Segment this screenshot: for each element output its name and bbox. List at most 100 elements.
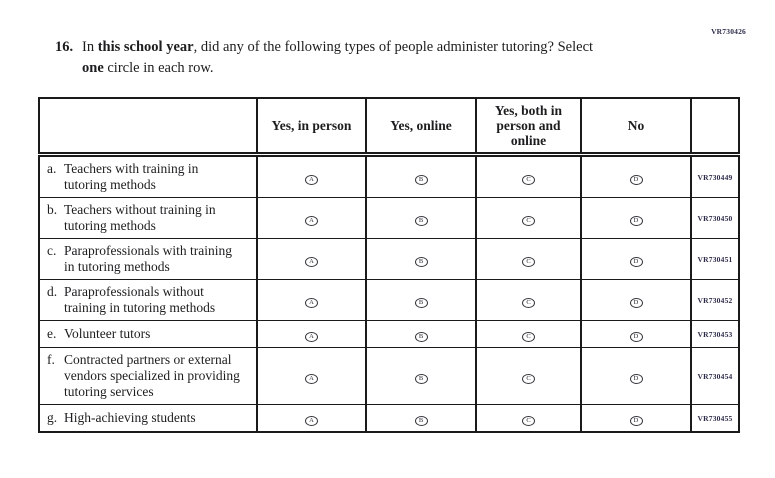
answer-bubble-d[interactable]: D (629, 332, 643, 343)
answer-bubble-a[interactable]: A (305, 216, 318, 227)
row-label-column-header (38, 98, 258, 157)
row-code: VR730450 (690, 197, 740, 239)
option-cell: D (580, 347, 692, 405)
option-cell: A (256, 197, 367, 239)
option-cell: B (365, 320, 477, 348)
answer-bubble-d[interactable]: D (629, 374, 643, 385)
answer-bubble-a[interactable]: A (305, 416, 318, 427)
option-cell: B (365, 279, 477, 321)
option-cell: D (580, 320, 692, 348)
question-text-segment: this school year (97, 39, 194, 55)
option-cell: A (256, 320, 367, 348)
row-letter: g. (47, 410, 58, 425)
code-column-header (690, 98, 740, 157)
row-letter: b. (47, 202, 58, 217)
answer-bubble-a[interactable]: A (305, 298, 318, 309)
table-row: g. High-achieving students A B C D VR730455 (38, 404, 740, 432)
row-letter: d. (47, 284, 58, 299)
question-text-segment: In (82, 39, 98, 55)
option-cell: B (365, 197, 477, 239)
answer-bubble-d[interactable]: D (629, 298, 643, 309)
row-code: VR730451 (690, 238, 740, 280)
column-header: No (580, 98, 692, 157)
option-cell: A (256, 279, 367, 321)
table-row: d. Paraprofessionals without training in … (38, 279, 740, 321)
answer-bubble-d[interactable]: D (629, 257, 643, 268)
form-code: VR730426 (711, 27, 746, 36)
answer-bubble-c[interactable]: C (522, 175, 535, 186)
column-header: Yes, online (365, 98, 477, 157)
row-code: VR730449 (690, 154, 740, 198)
option-cell: D (580, 154, 692, 198)
option-cell: A (256, 404, 367, 432)
table-row: a. Teachers with training in tutoring met… (38, 154, 740, 198)
row-label: Paraprofessionals without training in tu… (64, 284, 216, 315)
answer-bubble-b[interactable]: B (414, 298, 428, 309)
table-row: c. Paraprofessionals with training in tut… (38, 238, 740, 280)
option-cell: B (365, 347, 477, 405)
answer-bubble-a[interactable]: A (305, 332, 318, 343)
answer-bubble-d[interactable]: D (629, 175, 643, 186)
option-cell: C (475, 238, 582, 280)
row-code: VR730453 (690, 320, 740, 348)
row-label: Paraprofessionals with training in tutor… (64, 243, 232, 274)
option-cell: C (475, 347, 582, 405)
row-label-cell: g. High-achieving students (38, 404, 258, 432)
option-cell: B (365, 238, 477, 280)
row-label: Volunteer tutors (64, 326, 151, 341)
table-row: b. Teachers without training in tutoring … (38, 197, 740, 239)
row-letter: f. (47, 352, 55, 367)
question-text-segment: one (82, 60, 104, 76)
row-label: High-achieving students (64, 410, 196, 425)
answer-bubble-c[interactable]: C (522, 216, 535, 227)
answer-bubble-d[interactable]: D (629, 416, 643, 427)
option-cell: D (580, 197, 692, 239)
option-cell: C (475, 404, 582, 432)
question-text-segment: , did any of the following types of peop… (193, 39, 594, 55)
answer-bubble-d[interactable]: D (629, 216, 643, 227)
option-cell: B (365, 404, 477, 432)
row-code: VR730455 (690, 404, 740, 432)
column-header: Yes, both in person and online (475, 98, 582, 157)
answer-bubble-c[interactable]: C (522, 374, 535, 385)
option-cell: C (475, 154, 582, 198)
row-code: VR730452 (690, 279, 740, 321)
row-label: Teachers with training in tutoring metho… (64, 161, 199, 192)
answer-bubble-b[interactable]: B (414, 216, 428, 227)
table-header-row: Yes, in person Yes, online Yes, both in pe… (38, 98, 740, 157)
question-number: 16. (55, 39, 74, 55)
answer-bubble-a[interactable]: A (305, 374, 318, 385)
row-label-cell: a. Teachers with training in tutoring met… (38, 154, 258, 198)
answer-bubble-b[interactable]: B (414, 332, 428, 343)
answer-bubble-c[interactable]: C (522, 332, 535, 343)
answer-bubble-b[interactable]: B (414, 374, 428, 385)
table-row: e. Volunteer tutors A B C D VR730453 (38, 320, 740, 348)
option-cell: C (475, 279, 582, 321)
option-cell: B (365, 154, 477, 198)
answer-bubble-b[interactable]: B (414, 257, 428, 268)
table-row: f. Contracted partners or external vendor… (38, 347, 740, 405)
response-grid-table: Yes, in person Yes, online Yes, both in pe… (38, 97, 740, 433)
option-cell: D (580, 279, 692, 321)
row-label: Teachers without training in tutoring me… (64, 202, 216, 233)
option-cell: A (256, 238, 367, 280)
option-cell: A (256, 347, 367, 405)
answer-bubble-c[interactable]: C (522, 298, 535, 309)
row-code: VR730454 (690, 347, 740, 405)
option-cell: C (475, 197, 582, 239)
row-letter: a. (47, 161, 57, 176)
row-label-cell: b. Teachers without training in tutoring … (38, 197, 258, 239)
question-text-segment: circle in each row. (103, 60, 214, 76)
answer-bubble-c[interactable]: C (522, 416, 535, 427)
question-text: In this school year, did any of the foll… (82, 37, 593, 79)
row-label: Contracted partners or external vendors … (64, 352, 240, 399)
answer-bubble-a[interactable]: A (305, 257, 318, 268)
answer-bubble-c[interactable]: C (522, 257, 535, 268)
answer-bubble-b[interactable]: B (414, 416, 428, 427)
row-label-cell: e. Volunteer tutors (38, 320, 258, 348)
answer-bubble-b[interactable]: B (414, 175, 428, 186)
question-16: 16. In this school year, did any of the … (55, 37, 695, 79)
answer-bubble-a[interactable]: A (305, 175, 318, 186)
row-label-cell: f. Contracted partners or external vendor… (38, 347, 258, 405)
